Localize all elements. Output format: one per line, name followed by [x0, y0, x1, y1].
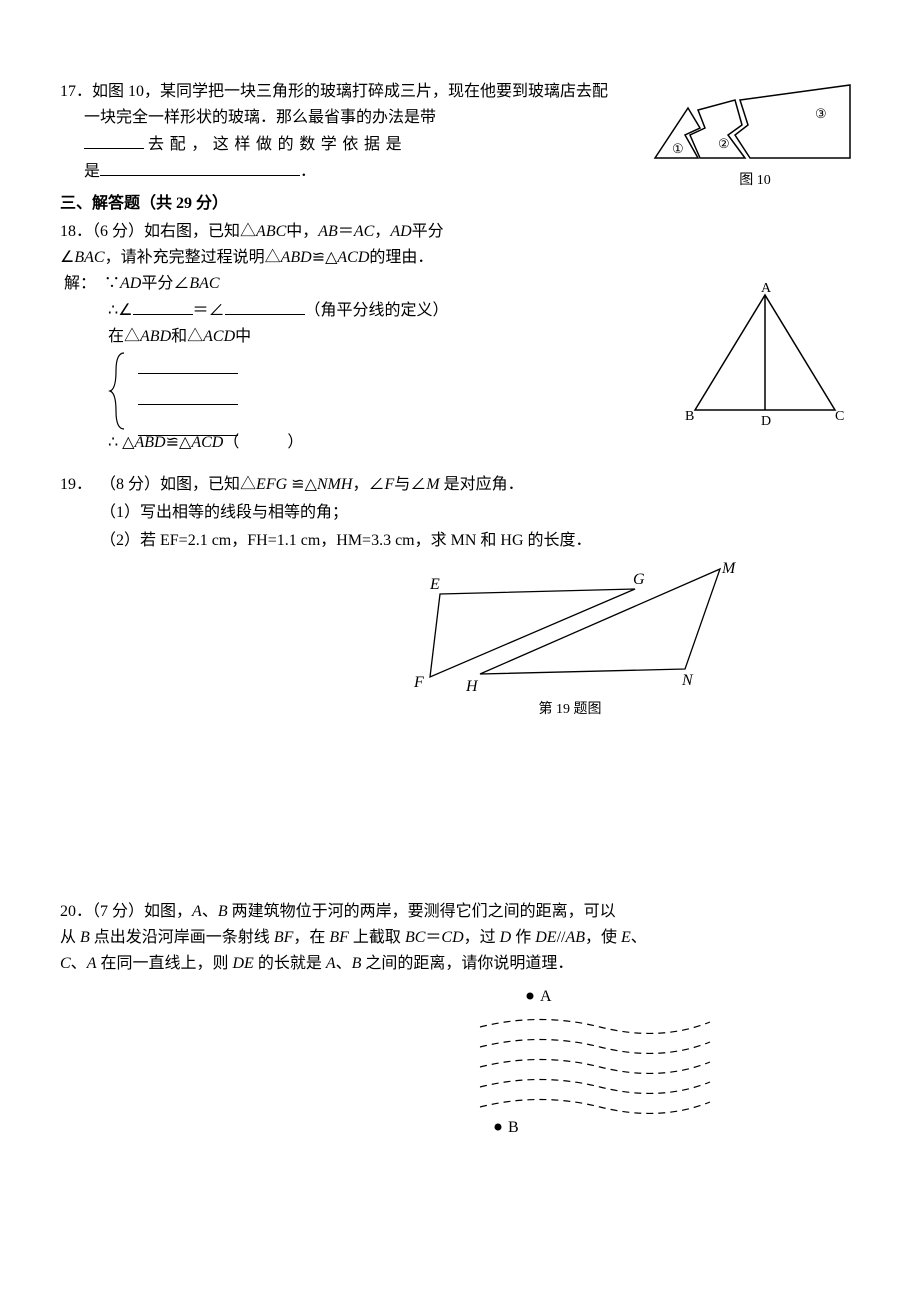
label-f: F [413, 674, 424, 691]
question-19: 19． （8 分）如图，已知△EFG ≌△NMH，∠F与∠M 是对应角． （1）… [60, 473, 860, 720]
q19-line1: 19． （8 分）如图，已知△EFG ≌△NMH，∠F与∠M 是对应角． [60, 473, 860, 497]
blank [225, 298, 305, 315]
question-18: A B C D 18．（6 分）如右图，已知△ABC中，AB＝AC，AD平分 ∠… [60, 220, 860, 457]
q19-sub2: （2）若 EF=2.1 cm，FH=1.1 cm，HM=3.3 cm，求 MN … [100, 529, 860, 553]
q18-line2: ∠BAC，请补充完整过程说明△ABD≌△ACD的理由． [60, 246, 860, 270]
blank [138, 388, 238, 405]
dot-b-label: B [508, 1119, 519, 1136]
broken-glass-svg: ① ② ③ [650, 80, 860, 170]
question-20: 20．（7 分）如图，A、B 两建筑物位于河的两岸，要测得它们之间的距离，可以 … [60, 900, 860, 1142]
q19-sub1: （1）写出相等的线段与相等的角； [100, 501, 860, 525]
label-m: M [721, 560, 737, 577]
dot-a-label: A [540, 988, 552, 1005]
label-a: A [761, 281, 772, 296]
q20-line2: 从 B 点出发沿河岸画一条射线 BF，在 BF 上截取 BC＝CD，过 D 作 … [60, 926, 860, 950]
section-3-heading: 三、解答题（共 29 分） [60, 192, 860, 216]
blank [84, 132, 144, 149]
label-n: N [681, 672, 694, 689]
blank [100, 159, 300, 176]
label-g: G [633, 571, 645, 588]
blank [138, 419, 238, 436]
blank [138, 357, 238, 374]
brace-block [108, 351, 860, 431]
question-17: ① ② ③ 图 10 17．如图 10，某同学把一块三角形的玻璃打碎成三片，现在… [60, 80, 860, 184]
figure-q19: E F G H M N 第 19 题图 [400, 559, 740, 720]
q18-line1: 18．（6 分）如右图，已知△ABC中，AB＝AC，AD平分 [60, 220, 860, 244]
piece-2-label: ② [718, 136, 730, 151]
figure-q20: A B [460, 982, 720, 1142]
piece-1-label: ① [672, 141, 684, 156]
figure-10-label: 图 10 [650, 170, 860, 191]
label-e: E [429, 576, 440, 593]
blank [133, 298, 193, 315]
figure-10: ① ② ③ 图 10 [650, 80, 860, 191]
q20-line3: C、A 在同一直线上，则 DE 的长就是 A、B 之间的距离，请你说明道理． [60, 952, 860, 976]
label-h: H [465, 678, 479, 695]
figure-19-label: 第 19 题图 [400, 699, 740, 720]
brace-icon [108, 351, 130, 431]
river-svg: A B [460, 982, 720, 1142]
efg-nmh-svg: E F G H M N [400, 559, 740, 699]
q20-line1: 20．（7 分）如图，A、B 两建筑物位于河的两岸，要测得它们之间的距离，可以 [60, 900, 860, 924]
piece-3-label: ③ [815, 106, 827, 121]
